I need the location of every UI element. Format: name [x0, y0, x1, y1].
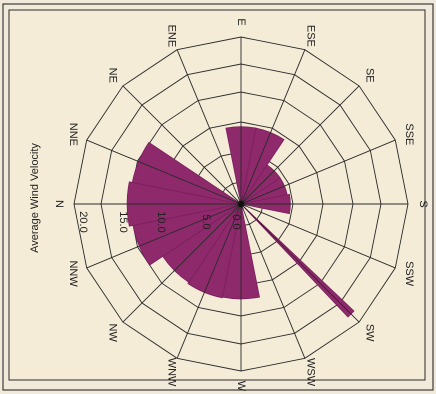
direction-label-nne: NNE: [67, 123, 79, 146]
radial-tick-labels: 0.0 5.0 10.0 15.0 20.0: [77, 211, 242, 232]
direction-label-ne: NE: [106, 68, 118, 83]
direction-label-e: E: [235, 18, 247, 25]
radial-tick-3: 15.0: [117, 211, 129, 232]
direction-label-n: N: [53, 200, 65, 208]
radial-axis-title: Average Wind Velocity: [29, 143, 41, 253]
direction-label-sw: SW: [364, 324, 376, 342]
spoke-nnw: [86, 203, 242, 269]
center-dot: [237, 200, 245, 208]
direction-labels: E ESE SE SSE S SSW SW WSW W WNW NW NNW N NNE NE ENE: [53, 18, 429, 391]
spoke-wnw: [176, 203, 242, 359]
radial-tick-2: 10.0: [155, 211, 167, 232]
spoke-ssw: [240, 203, 396, 269]
spoke-se: [240, 85, 360, 205]
direction-label-s: S: [417, 200, 429, 207]
radial-tick-0: 0.0: [230, 214, 242, 229]
direction-label-nw: NW: [106, 324, 118, 343]
direction-label-ssw: SSW: [403, 261, 415, 287]
spoke-nne: [86, 139, 242, 205]
direction-label-se: SE: [364, 68, 376, 83]
direction-label-wsw: WSW: [305, 358, 317, 387]
direction-spokes: [74, 37, 408, 371]
direction-label-nnw: NNW: [67, 260, 79, 287]
direction-label-wnw: WNW: [165, 358, 177, 387]
spoke-nw: [122, 203, 242, 323]
radial-tick-1: 5.0: [200, 214, 212, 229]
direction-label-ese: ESE: [305, 25, 317, 47]
spoke-ese: [240, 49, 306, 205]
radial-tick-4: 20.0: [77, 211, 89, 232]
outer-frame: [2, 3, 434, 391]
direction-label-sse: SSE: [403, 123, 415, 145]
spoke-sse: [240, 139, 396, 205]
spoke-wsw: [240, 203, 306, 359]
spoke-sw: [240, 203, 360, 323]
spoke-ne: [122, 85, 242, 205]
direction-label-ene: ENE: [165, 25, 177, 48]
direction-label-w: W: [235, 381, 247, 392]
spoke-ene: [176, 49, 242, 205]
